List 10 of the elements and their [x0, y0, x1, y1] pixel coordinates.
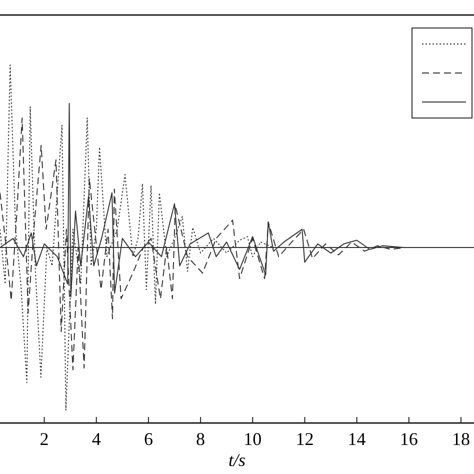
x-tick-label: 8 [196, 429, 206, 449]
x-tick-label: 18 [452, 429, 470, 449]
x-axis-title: t/s [228, 450, 246, 470]
x-tick-label: 12 [296, 429, 314, 449]
x-tick-label: 4 [92, 429, 101, 449]
x-tick-label: 16 [400, 429, 418, 449]
x-tick-label: 6 [144, 429, 153, 449]
x-tick-label: 10 [244, 429, 262, 449]
x-tick-label: 2 [40, 429, 49, 449]
x-tick-label: 14 [348, 429, 366, 449]
